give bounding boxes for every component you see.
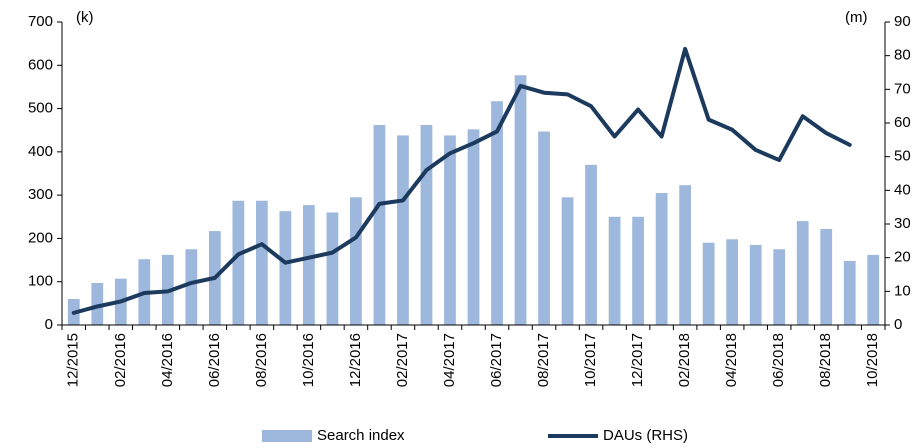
y-tick-label: 700 — [28, 13, 53, 30]
x-tick-label: 04/2018 — [723, 333, 740, 387]
bar — [326, 212, 339, 325]
bar — [185, 249, 198, 325]
y2-tick-label: 20 — [894, 249, 911, 266]
bar — [467, 129, 480, 325]
x-tick-label: 06/2017 — [488, 333, 505, 387]
bar — [867, 254, 880, 325]
y2-tick-label: 60 — [894, 114, 911, 131]
bar — [585, 164, 597, 325]
bar — [279, 211, 292, 325]
bar — [632, 216, 644, 325]
x-tick-label: 04/2016 — [159, 333, 176, 387]
x-tick-label: 12/2017 — [629, 333, 646, 387]
bar — [820, 228, 833, 325]
legend-item: Search index — [262, 427, 405, 444]
y-tick-label: 400 — [28, 143, 53, 160]
y2-tick-label: 10 — [894, 282, 911, 299]
bar — [420, 125, 433, 326]
bar — [491, 101, 503, 325]
y2-tick-label: 80 — [894, 47, 911, 64]
x-tick-label: 06/2016 — [206, 333, 223, 387]
bar — [796, 221, 809, 325]
bar — [561, 197, 574, 325]
x-tick-label: 08/2017 — [535, 333, 552, 387]
x-tick-label: 10/2017 — [582, 333, 599, 387]
legend-label: Search index — [317, 427, 405, 444]
y2-tick-label: 90 — [894, 13, 911, 30]
y-tick-label: 100 — [28, 273, 53, 290]
bar — [255, 200, 268, 325]
bar — [91, 283, 104, 325]
x-tick-label: 10/2018 — [864, 333, 881, 387]
legend-swatch — [262, 430, 312, 442]
x-tick-label: 04/2017 — [441, 333, 458, 387]
y2-tick-label: 0 — [894, 316, 902, 333]
x-tick-label: 02/2018 — [676, 333, 693, 387]
legend-item: DAUs (RHS) — [548, 427, 688, 444]
y-tick-label: 500 — [28, 100, 53, 117]
y2-tick-label: 70 — [894, 80, 911, 97]
bar — [350, 197, 362, 325]
bar — [232, 200, 245, 325]
x-tick-label: 06/2018 — [770, 333, 787, 387]
bar — [608, 216, 621, 325]
x-tick-label: 08/2016 — [253, 333, 270, 387]
bar — [773, 249, 786, 325]
bar — [538, 131, 550, 325]
bar — [749, 244, 762, 325]
y2-axis-unit: (m) — [845, 9, 868, 26]
y-tick-label: 600 — [28, 56, 53, 73]
y-axis-unit: (k) — [76, 9, 94, 26]
bar — [444, 135, 456, 325]
bar — [303, 205, 315, 325]
y-tick-label: 0 — [45, 316, 53, 333]
x-tick-label: 12/2016 — [347, 333, 364, 387]
bar — [679, 185, 692, 325]
x-tick-label: 08/2018 — [817, 333, 834, 387]
bar — [373, 125, 386, 326]
bar — [655, 192, 668, 325]
bar — [514, 75, 527, 326]
line — [71, 46, 852, 315]
bar — [397, 135, 409, 325]
y2-tick-label: 40 — [894, 181, 911, 198]
y2-tick-label: 30 — [894, 215, 911, 232]
y-tick-label: 300 — [28, 186, 53, 203]
y-tick-label: 200 — [28, 229, 53, 246]
x-tick-label: 02/2017 — [394, 333, 411, 387]
legend-label: DAUs (RHS) — [603, 427, 688, 444]
x-tick-label: 10/2016 — [300, 333, 317, 387]
y2-tick-label: 50 — [894, 148, 911, 165]
bar — [702, 242, 715, 325]
x-tick-label: 02/2016 — [112, 333, 129, 387]
bar — [726, 239, 739, 325]
x-tick-label: 12/2015 — [65, 333, 82, 387]
bar — [843, 260, 856, 325]
